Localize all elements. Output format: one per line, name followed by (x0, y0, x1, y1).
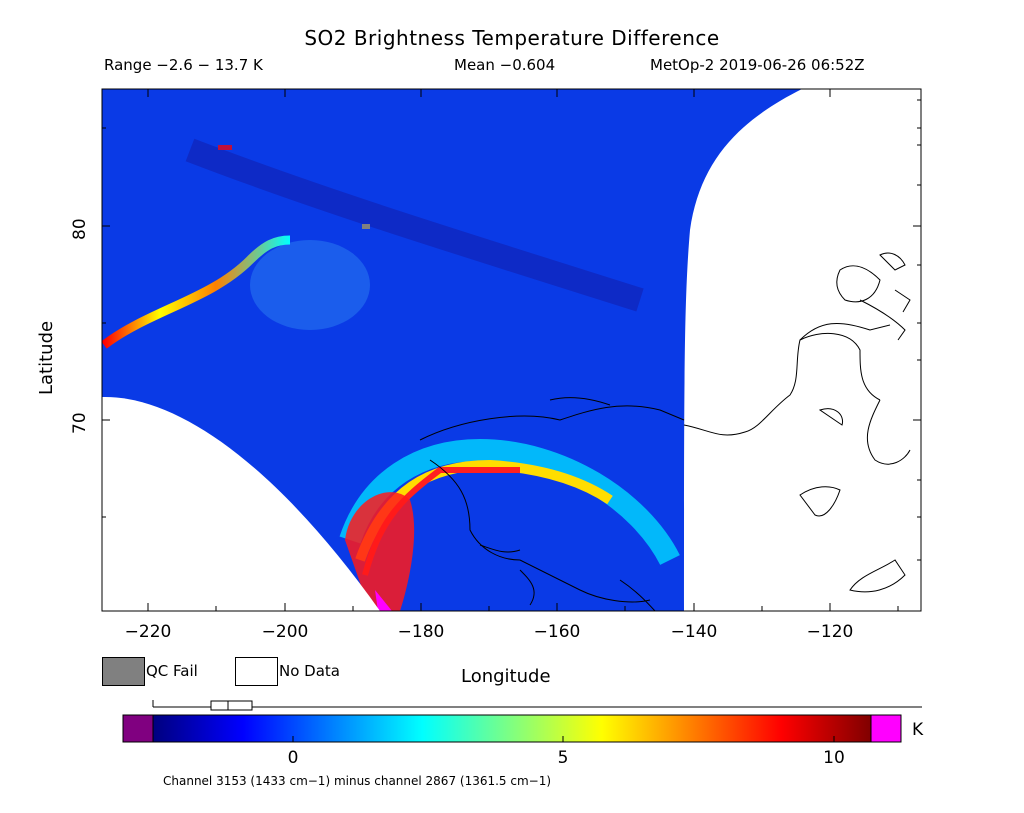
colorbar-under (122, 714, 154, 743)
colorbar-gradient (152, 714, 872, 743)
range-text: Range −2.6 − 13.7 K (104, 56, 263, 74)
xtick-label: −220 (124, 622, 172, 642)
map-area (102, 89, 911, 611)
xtick-label: −120 (806, 622, 854, 642)
plume-magenta (375, 590, 392, 611)
plume-blob (345, 492, 415, 611)
xtick-label: −180 (397, 622, 445, 642)
colorbar-tick-label: 5 (557, 748, 569, 768)
dark-streak (185, 138, 644, 312)
mean-text: Mean −0.604 (454, 56, 556, 74)
hot-pixel (218, 145, 232, 150)
upper-plume (102, 235, 291, 349)
chart-title: SO2 Brightness Temperature Difference (304, 26, 720, 50)
ytick-label: 70 (70, 412, 90, 434)
qc-fail-label: QC Fail (146, 662, 198, 680)
colorbar-tick-label: 10 (823, 748, 845, 768)
xtick-label: −160 (533, 622, 581, 642)
qc-fail-swatch (102, 657, 145, 686)
coastlines (419, 252, 911, 611)
plot-frame (101, 88, 922, 612)
satellite-time-text: MetOp-2 2019-06-26 06:52Z (650, 56, 865, 74)
channel-footnote: Channel 3153 (1433 cm−1) minus channel 2… (163, 774, 552, 788)
no-data-swatch (235, 657, 278, 686)
light-patch (250, 240, 370, 330)
data-swath (102, 89, 802, 611)
colorbar-over (870, 714, 902, 743)
qc-pixel (362, 224, 370, 229)
colorbar-unit: K (912, 720, 924, 740)
xtick-label: −200 (261, 622, 309, 642)
axis-ticks (102, 89, 921, 611)
histogram-strip (152, 700, 922, 711)
main-plume-outer (339, 438, 680, 566)
colorbar-tick-label: 0 (287, 748, 299, 768)
ytick-label: 80 (70, 218, 90, 240)
y-axis-label: Latitude (36, 320, 57, 395)
x-axis-label: Longitude (461, 666, 551, 687)
colorbar-ticks (292, 736, 835, 742)
no-data-lower (102, 396, 380, 611)
no-data-label: No Data (279, 662, 340, 680)
xtick-label: −140 (670, 622, 718, 642)
